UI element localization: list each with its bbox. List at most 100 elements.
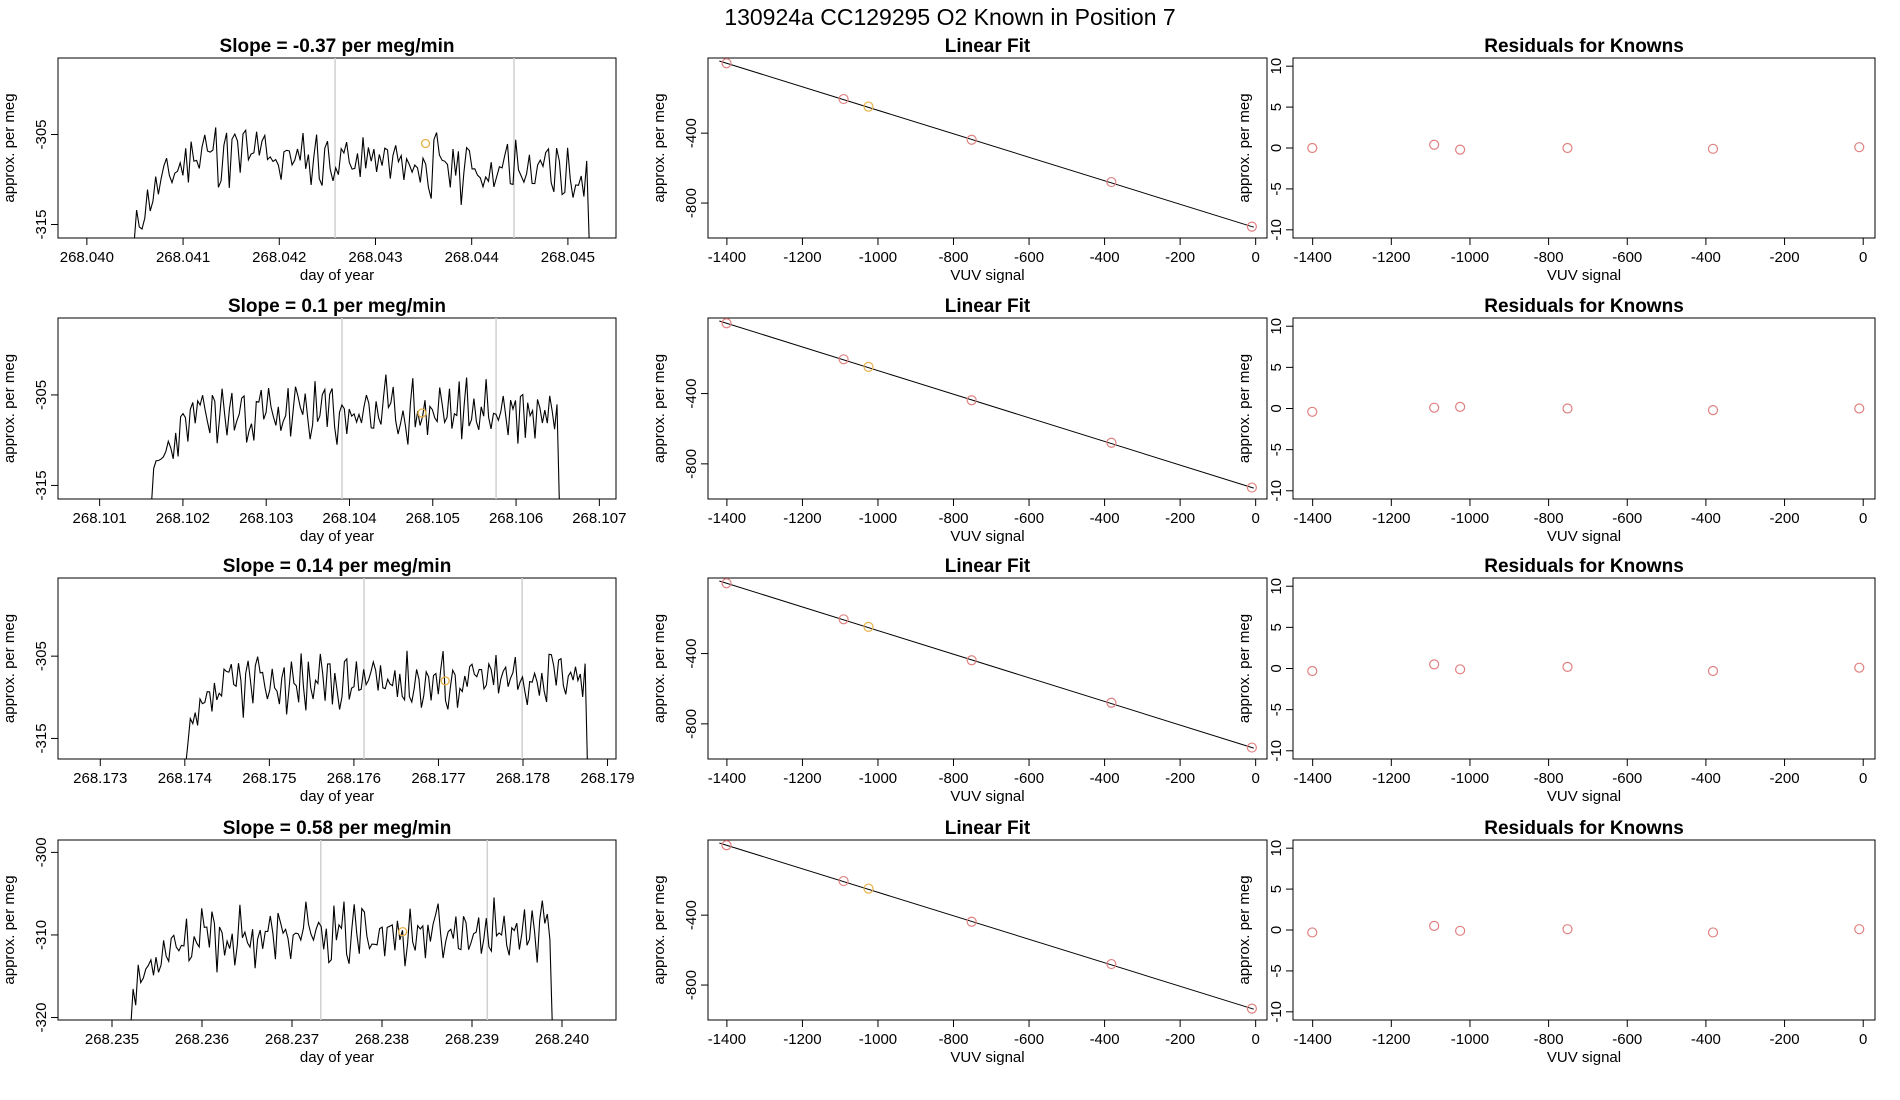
y-axis-label: approx. per meg (651, 354, 668, 463)
x-tick-label: -1000 (1451, 510, 1489, 527)
x-tick-label: 268.236 (175, 1031, 229, 1048)
x-tick-label: 0 (1251, 249, 1259, 266)
data-point (1455, 401, 1466, 412)
data-point (1854, 142, 1865, 153)
x-tick-label: 268.179 (580, 770, 634, 787)
x-tick-label: -400 (1090, 510, 1120, 527)
plot-area (1307, 401, 1865, 417)
x-tick-label: -600 (1014, 510, 1044, 527)
x-tick-label: 268.176 (327, 770, 381, 787)
data-point (863, 361, 874, 372)
y-tick-label: -400 (683, 639, 700, 669)
x-tick-label: 0 (1859, 510, 1867, 527)
y-tick-label: -305 (33, 380, 50, 410)
y-tick-label: -10 (1268, 219, 1285, 241)
y-tick-label: 5 (1268, 885, 1285, 893)
panel-title: Residuals for Knowns (1484, 556, 1684, 577)
series-line (130, 897, 553, 1020)
data-point (966, 134, 977, 145)
x-tick-label: -1000 (859, 1031, 897, 1048)
x-tick-label: -600 (1014, 770, 1044, 787)
x-tick-label: -800 (938, 1031, 968, 1048)
plot-area (719, 578, 1257, 753)
plot-frame (57, 57, 617, 239)
x-tick-label: -1000 (1451, 249, 1489, 266)
highlight-marker (398, 927, 408, 937)
x-tick-label: -800 (938, 249, 968, 266)
data-point (863, 621, 874, 632)
x-tick-label: 268.041 (156, 249, 210, 266)
data-point (1246, 221, 1257, 232)
plot-frame (1292, 839, 1876, 1021)
x-tick-label: 268.043 (348, 249, 402, 266)
plot-frame (707, 317, 1268, 500)
plot-frame (1292, 317, 1876, 500)
plot-frame (57, 577, 617, 760)
y-tick-label: -315 (33, 723, 50, 753)
panel-title: Residuals for Knowns (1484, 36, 1684, 57)
panel-title: Slope = 0.58 per meg/min (223, 818, 452, 839)
x-tick-label: -800 (1534, 1031, 1564, 1048)
y-axis-label: approx. per meg (1236, 614, 1253, 723)
panel-1: Slope = -0.37 per meg/min 268.040 268.041 2… (1, 36, 617, 284)
panel-title: Slope = 0.1 per meg/min (228, 296, 446, 317)
x-axis-label: VUV signal (950, 788, 1024, 805)
x-tick-label: 0 (1859, 1031, 1867, 1048)
data-point (1246, 1003, 1257, 1014)
x-axis-label: VUV signal (1547, 788, 1621, 805)
fit-line (719, 842, 1254, 1010)
x-tick-label: -800 (938, 510, 968, 527)
data-point (1429, 139, 1440, 150)
x-tick-label: -1400 (708, 1031, 746, 1048)
panel-title: Residuals for Knowns (1484, 296, 1684, 317)
x-tick-label: -1000 (1451, 770, 1489, 787)
x-tick-label: -600 (1612, 510, 1642, 527)
x-tick-label: 268.175 (242, 770, 296, 787)
panel-5: Linear Fit -1400 -1200 -1000 -800 -600 -400 -20… (651, 296, 1268, 545)
data-point (1562, 142, 1573, 154)
panel-2: Linear Fit -1400 -1200 -1000 -800 -600 -400 -20… (651, 36, 1268, 284)
y-tick-label: -5 (1268, 182, 1285, 195)
panel-title: Slope = 0.14 per meg/min (223, 556, 452, 577)
plot-frame (707, 57, 1268, 239)
data-point (1455, 925, 1466, 936)
highlight-marker (440, 676, 450, 686)
figure-title: 130924a CC129295 O2 Known in Position 7 (724, 4, 1175, 30)
panel-9: Residuals for Knowns-1400 -1200 -1000 -800-… (1236, 556, 1876, 805)
plot-area (1307, 920, 1865, 938)
y-tick-label: -5 (1268, 443, 1285, 456)
y-tick-label: 10 (1268, 58, 1285, 75)
data-point (1307, 927, 1318, 938)
x-tick-label: -600 (1612, 770, 1642, 787)
data-point (1854, 924, 1865, 935)
data-point (1307, 665, 1318, 677)
x-tick-label: -200 (1165, 770, 1195, 787)
data-point (1106, 697, 1117, 708)
y-axis-label: approx. per meg (1, 614, 18, 723)
y-tick-label: 10 (1268, 578, 1285, 595)
x-tick-label: -1400 (708, 770, 746, 787)
x-tick-label: 268.239 (445, 1031, 499, 1048)
y-tick-label: -400 (683, 379, 700, 409)
x-tick-label: 268.235 (85, 1031, 139, 1048)
panel-title: Linear Fit (945, 296, 1031, 317)
y-axis-label: approx. per meg (1, 93, 18, 202)
x-tick-label: -200 (1165, 249, 1195, 266)
data-point (838, 614, 849, 625)
y-axis-label: approx. per meg (651, 93, 668, 202)
data-point (838, 93, 849, 105)
x-tick-label: -400 (1090, 1031, 1120, 1048)
y-axis-label: approx. per meg (1236, 354, 1253, 463)
x-tick-label: -400 (1691, 770, 1721, 787)
panels-grid: Slope = -0.37 per meg/min 268.040 268.041 2… (1, 36, 1876, 1066)
y-tick-label: -400 (683, 900, 700, 930)
data-point (1562, 661, 1573, 672)
data-point (1854, 403, 1865, 414)
x-tick-label: -1200 (783, 510, 821, 527)
y-tick-label: 0 (1268, 404, 1285, 412)
x-tick-label: 0 (1251, 770, 1259, 787)
plot-frame (1292, 57, 1876, 239)
x-tick-label: 268.104 (322, 510, 376, 527)
data-point (1106, 176, 1117, 188)
data-point (1707, 405, 1719, 416)
